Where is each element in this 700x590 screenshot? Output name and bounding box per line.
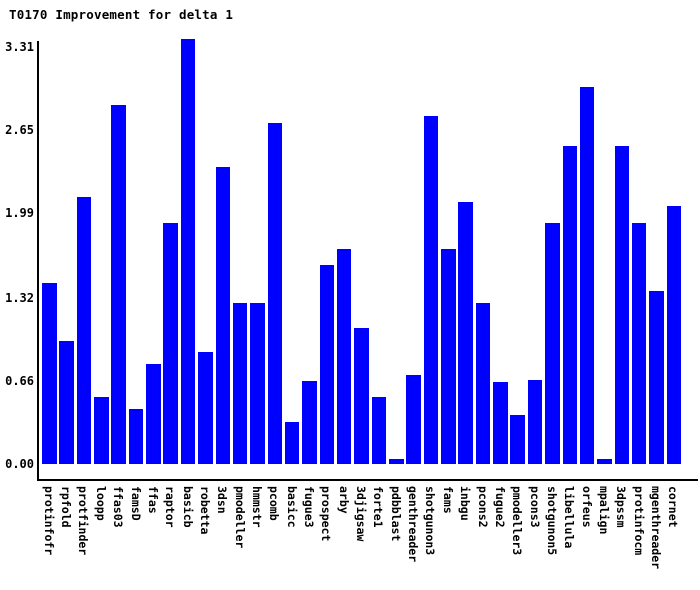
bar-orfeus xyxy=(579,87,595,464)
x-axis-tick-label: protfinder xyxy=(76,486,91,556)
bar-forte1 xyxy=(371,397,387,464)
y-axis-tick-label: 3.31 xyxy=(5,39,34,54)
bar-3dsn xyxy=(215,166,230,464)
x-axis-tick-label: fugue3 xyxy=(302,486,316,528)
bar-fams xyxy=(441,248,456,464)
x-axis-tick-label: cornet xyxy=(666,486,681,528)
x-axis-tick-label: 3dsn xyxy=(215,486,230,514)
x-axis-tick-label: robetta xyxy=(197,486,212,535)
bar-mgenthreader xyxy=(649,291,664,464)
bar-hmmstr xyxy=(250,302,265,464)
x-axis-tick-label: basicb xyxy=(180,486,195,528)
bar-mpalign xyxy=(597,458,612,464)
bar-fugue2 xyxy=(493,382,508,464)
bar-pcons3 xyxy=(527,379,543,464)
x-axis-tick-label: fugue2 xyxy=(492,486,507,528)
bar-prospect xyxy=(319,264,335,464)
y-axis-line xyxy=(37,41,39,481)
bar-libellula xyxy=(562,146,577,464)
x-axis-tick-label: ffas03 xyxy=(111,486,126,528)
x-axis-tick-label: loopp xyxy=(93,486,108,521)
x-axis-tick-label: 3djigsaw xyxy=(354,486,369,542)
bar-pcons2 xyxy=(475,302,491,464)
x-axis-tick-label: mgenthreader xyxy=(649,486,663,570)
bar-basicc xyxy=(284,422,300,464)
x-axis-tick-label: 3dpssm xyxy=(614,486,629,528)
x-axis-tick-label: raptor xyxy=(163,486,178,528)
x-axis-tick-label: ffas xyxy=(145,486,160,514)
x-axis-tick-label: pcons2 xyxy=(475,486,490,528)
x-axis-tick-label: shotgunon5 xyxy=(544,486,559,556)
x-axis-tick-label: famsD xyxy=(128,486,143,521)
bar-raptor xyxy=(163,223,178,464)
x-axis-tick-label: pmodeller3 xyxy=(510,486,525,556)
x-axis-tick-label: protinfofr xyxy=(41,486,56,556)
bar-rpfold xyxy=(59,340,74,464)
bar-arby xyxy=(336,248,352,464)
x-axis-tick-label: orfeus xyxy=(579,486,594,528)
bar-loopp xyxy=(94,397,109,464)
x-axis-tick-label: fams xyxy=(440,486,455,514)
x-axis-tick-label: inbgu xyxy=(458,486,473,521)
x-axis-tick-label: libellula xyxy=(562,486,577,549)
bar-basicb xyxy=(180,39,196,464)
bar-shotgunon3 xyxy=(423,116,439,464)
bar-pmodeller xyxy=(232,302,248,464)
bar-ffas xyxy=(146,364,161,464)
bar-robetta xyxy=(198,351,213,464)
x-axis-tick-label: prospect xyxy=(319,486,334,542)
bar-fugue3 xyxy=(302,380,317,464)
bar-shotgunon5 xyxy=(545,223,560,464)
y-axis-tick-label: 1.32 xyxy=(5,290,34,305)
x-axis-tick-label: mpalign xyxy=(596,486,611,535)
bar-3dpssm xyxy=(614,146,630,464)
x-axis-tick-label: hmmstr xyxy=(249,486,264,528)
bar-famsD xyxy=(128,408,144,464)
bar-protinfocm xyxy=(631,223,647,464)
x-axis-tick-label: rpfold xyxy=(59,486,74,528)
y-axis-tick-label: 1.99 xyxy=(5,206,34,221)
bar-protfinder xyxy=(76,196,92,464)
y-axis-tick-label: 2.65 xyxy=(5,123,34,138)
bar-protinfofr xyxy=(42,282,57,464)
bar-cornet xyxy=(666,205,682,464)
x-axis-tick-label: pcomb xyxy=(267,486,282,521)
x-axis-tick-label: pcons3 xyxy=(527,486,542,528)
x-axis-tick-label: shotgunon3 xyxy=(423,486,438,556)
x-axis-tick-label: pmodeller xyxy=(232,486,247,549)
bar-pdbblast xyxy=(389,458,404,464)
bar-3djigsaw xyxy=(354,327,369,464)
y-axis-tick-label: 0.66 xyxy=(5,373,34,388)
bar-genthreader xyxy=(406,374,421,464)
bar-inbgu xyxy=(458,201,473,464)
bar-pcomb xyxy=(267,122,283,464)
x-axis-tick-label: forte1 xyxy=(371,486,386,528)
bar-ffas03 xyxy=(111,104,126,464)
bar-pmodeller3 xyxy=(510,414,525,464)
x-axis-tick-label: protinfocm xyxy=(631,486,646,556)
x-axis-line xyxy=(37,479,698,481)
x-axis-tick-label: basicc xyxy=(284,486,299,528)
y-axis-tick-label: 0.00 xyxy=(5,457,34,471)
chart-title: T0170 Improvement for delta 1 xyxy=(9,7,234,22)
x-axis-tick-label: genthreader xyxy=(406,486,421,563)
x-axis-tick-label: pdbblast xyxy=(388,486,403,542)
x-axis-tick-label: arby xyxy=(336,486,351,514)
